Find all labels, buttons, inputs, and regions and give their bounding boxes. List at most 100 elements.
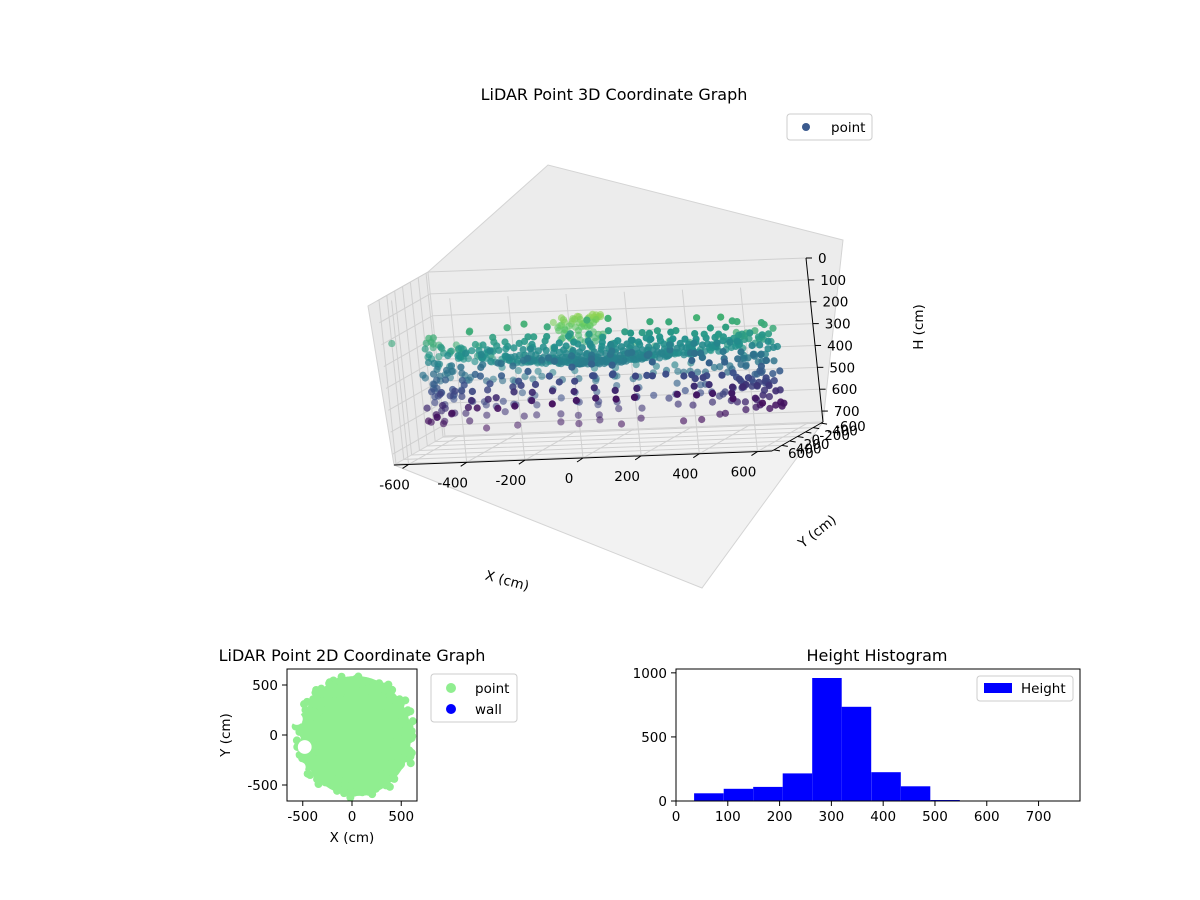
point-3d [543,333,551,341]
point-3d [538,372,546,380]
point-3d [586,340,594,348]
point-2d [394,760,403,769]
pane-floor [392,421,825,589]
point-3d [748,341,756,350]
point-3d [607,340,615,349]
point-3d [665,394,673,402]
point-3d [777,398,785,406]
x-tick-3d [460,461,467,467]
point-3d [465,328,473,336]
z-tick-label-3d: 500 [829,360,855,376]
point-3d [514,367,523,375]
histogram-frame [675,668,1081,802]
point-2d [357,785,366,794]
chart-3d: LiDAR Point 3D Coordinate Graph -600 -400… [367,85,927,595]
point-3d [733,337,742,346]
point-3d [489,333,497,341]
point-3d [776,367,784,375]
point-2d [319,760,328,769]
point-3d [744,374,753,382]
point-2d [341,770,350,779]
point-2d [391,717,400,726]
y-tick-label-3d: 400 [796,441,822,457]
point-3d [721,358,729,366]
x-tick-3d [634,455,642,461]
x-tick-label-2d: -500 [287,809,318,825]
point-3d [666,341,674,349]
point-3d [691,330,699,338]
point-2d [334,784,343,793]
point-3d [667,328,675,336]
histogram-x-tick-label: 400 [870,809,896,825]
point-3d [497,360,505,368]
point-3d [533,411,541,419]
point-3d [589,310,597,318]
point-2d [314,780,323,789]
point-3d [674,367,682,375]
y-tick-3d [797,436,804,438]
point-3d [688,371,696,379]
point-3d [473,404,481,412]
point-2d [362,780,371,789]
histogram-x-tick-label: 100 [715,809,741,825]
point-3d [645,329,654,337]
y-tick-3d [789,440,796,443]
point-3d [424,417,433,425]
point-3d [728,383,737,391]
point-2d [335,775,344,784]
point-3d [760,386,769,394]
point-3d [713,339,721,347]
point-3d [477,363,485,371]
point-3d [562,342,570,350]
point-3d [439,420,448,428]
point-3d [757,362,766,370]
point-3d [673,379,681,387]
point-3d [719,348,727,356]
z-tick-label-3d: 200 [823,295,849,311]
point-3d [457,363,465,371]
y-tick-label-3d: -200 [819,428,850,444]
point-2d [380,758,389,767]
point-3d [466,417,474,425]
point-3d [458,392,466,401]
point-3d [543,323,551,331]
point-2d [351,693,360,702]
point-2d [406,707,415,716]
point-3d [429,334,437,342]
gap-2d [287,779,299,791]
y-tick-label-2d: -500 [247,778,278,794]
point-3d [572,396,580,405]
point-3d [643,371,651,379]
point-3d [615,405,623,413]
point-3d [726,338,734,346]
point-3d [423,404,431,412]
point-3d [483,424,491,432]
point-3d [484,386,492,394]
point-3d [769,324,777,332]
z-tick-label-3d: 0 [818,251,827,267]
point-3d [428,388,436,396]
point-3d [437,343,445,351]
point-2d [318,697,327,706]
point-3d [477,351,485,359]
point-3d [721,409,730,417]
point-2d [374,764,383,773]
point-3d [528,388,536,396]
point-2d [321,778,330,787]
point-3d [492,394,500,402]
point-3d [764,337,772,345]
point-3d [739,354,747,362]
point-3d [569,315,577,323]
point-3d [592,394,600,402]
point-2d [301,719,310,728]
point-3d [634,338,643,346]
legend-2d: point wall [430,673,518,723]
axes-3d: -600 -400 -200 0 200 400 600-600-400-200020040… [379,251,865,493]
point-3d [648,372,657,380]
point-3d [717,313,725,321]
point-2d [343,676,352,685]
point-3d [608,347,616,355]
point-3d [637,414,645,422]
point-3d [443,366,451,374]
